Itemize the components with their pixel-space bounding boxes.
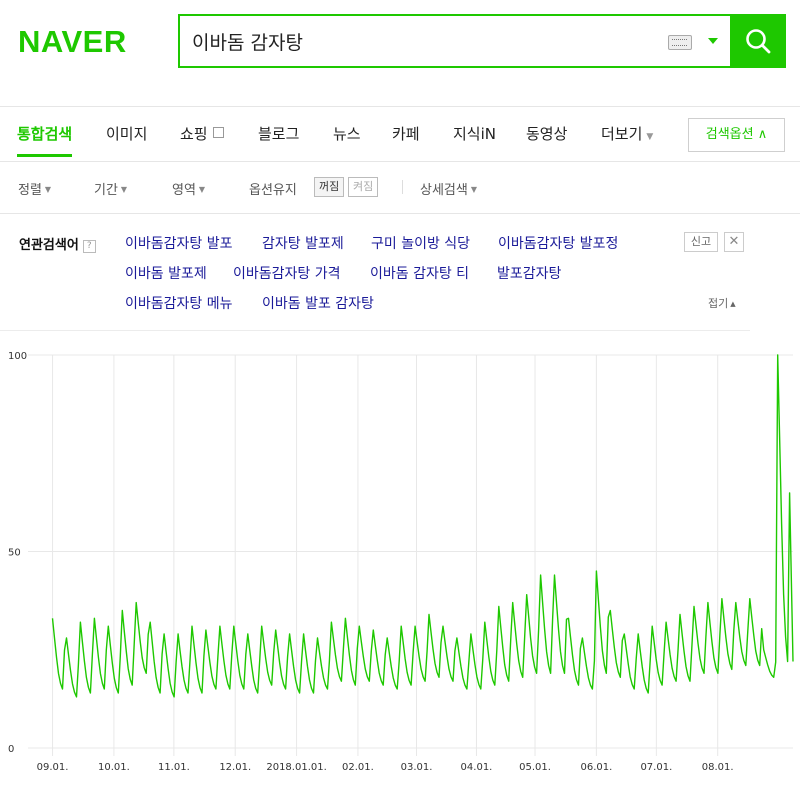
external-link-icon [212, 127, 224, 138]
chevron-down-icon: ▼ [646, 132, 654, 142]
filter-detail[interactable]: 상세검색 ▼ [420, 179, 477, 198]
related-keyword[interactable]: 발포감자탕 [497, 266, 562, 282]
tab-more[interactable]: 더보기 ▼ [601, 123, 653, 144]
fold-label: 접기 [708, 297, 729, 310]
related-keyword[interactable]: 이바돔감자탕 발포정 [498, 236, 619, 252]
tab-cafe[interactable]: 카페 [392, 125, 420, 143]
tab-blog[interactable]: 블로그 [258, 125, 300, 143]
y-tick-label: 50 [8, 548, 21, 559]
search-options-label: 검색옵션 [705, 127, 754, 142]
filter-sort[interactable]: 정렬 ▼ [18, 179, 51, 198]
related-keyword[interactable]: 구미 놀이방 식당 [371, 236, 471, 252]
chart-series-line [51, 354, 794, 698]
keep-options-on-toggle[interactable]: 켜짐 [348, 177, 379, 197]
chevron-up-icon: ▲ [730, 300, 736, 308]
search-box [178, 14, 786, 68]
help-icon[interactable]: ? [82, 240, 96, 253]
x-tick-label: 11.01. [158, 762, 190, 773]
autocomplete-toggle-icon[interactable] [708, 38, 718, 44]
close-related-button[interactable]: ✕ [724, 232, 744, 252]
tab-news[interactable]: 뉴스 [333, 125, 361, 143]
x-axis-ticks: 09.01. 10.01. 11.01. 12.01. 2018.01.01. 02.01… [37, 762, 734, 773]
related-title-text: 연관검색어 [19, 238, 79, 253]
section-divider [0, 330, 750, 331]
related-keyword[interactable]: 이바돔 발포 감자탕 [262, 296, 374, 312]
search-trend-chart: 100 50 0 09.01. 10.01. 11.01. 12.01. 2018.01.0… [8, 351, 794, 773]
filter-bar: 정렬 ▼ 기간 ▼ 영역 ▼ 옵션유지 상세검색 ▼ [0, 162, 800, 214]
close-icon: ✕ [728, 234, 740, 249]
y-tick-label: 100 [8, 351, 27, 362]
chart-gridlines-vertical [52, 355, 719, 756]
search-tabs: 통합검색 이미지 쇼핑 블로그 뉴스 카페 지식iN 동영상 더보기 ▼ [0, 106, 800, 162]
report-button[interactable]: 신고 [684, 232, 718, 252]
x-tick-label: 12.01. [219, 762, 251, 773]
x-tick-label: 06.01. [580, 762, 612, 773]
x-tick-label: 04.01. [461, 762, 493, 773]
chevron-down-icon: ▼ [470, 185, 477, 194]
filter-sort-label: 정렬 [18, 183, 42, 198]
search-button[interactable] [730, 14, 786, 68]
chevron-down-icon: ▼ [120, 185, 128, 194]
tab-kin[interactable]: 지식iN [453, 125, 496, 143]
x-tick-label: 05.01. [519, 762, 551, 773]
chart-gridlines-horizontal [28, 354, 793, 749]
tab-integrated[interactable]: 통합검색 [17, 125, 73, 157]
filter-period[interactable]: 기간 ▼ [94, 179, 127, 198]
keep-options-label: 옵션유지 [249, 183, 297, 198]
search-options-button[interactable]: 검색옵션 ∧ [688, 118, 785, 152]
tab-more-label: 더보기 [601, 125, 643, 143]
search-input[interactable] [192, 24, 652, 58]
related-keyword[interactable]: 이바돔감자탕 가격 [233, 266, 341, 282]
x-tick-label: 07.01. [640, 762, 672, 773]
filter-area-label: 영역 [172, 183, 196, 198]
chevron-down-icon: ▼ [44, 185, 52, 194]
search-icon [746, 29, 771, 54]
related-keyword[interactable]: 이바돔 감자탕 티 [370, 266, 470, 282]
naver-logo[interactable]: NAVER [18, 24, 127, 59]
tab-video[interactable]: 동영상 [526, 125, 568, 143]
y-axis-ticks: 100 50 0 [8, 351, 27, 755]
filter-divider [402, 180, 403, 194]
tab-shopping-label: 쇼핑 [180, 125, 208, 143]
fold-button[interactable]: 접기 ▲ [708, 295, 736, 311]
x-tick-label: 02.01. [342, 762, 374, 773]
chevron-down-icon: ▼ [198, 185, 206, 194]
related-keyword[interactable]: 이바돔 발포제 [125, 266, 207, 282]
related-keyword[interactable]: 감자탕 발포제 [262, 236, 344, 252]
x-tick-label: 09.01. [37, 762, 69, 773]
tab-images[interactable]: 이미지 [106, 125, 148, 143]
related-keyword[interactable]: 이바돔감자탕 메뉴 [125, 296, 233, 312]
related-searches-title: 연관검색어? [19, 234, 96, 253]
filter-detail-label: 상세검색 [420, 183, 468, 198]
tab-shopping[interactable]: 쇼핑 [180, 123, 224, 144]
x-tick-label: 03.01. [401, 762, 433, 773]
filter-period-label: 기간 [94, 183, 118, 198]
x-tick-label: 10.01. [98, 762, 130, 773]
x-tick-label: 2018.01.01. [266, 762, 326, 773]
chevron-up-icon: ∧ [757, 127, 768, 142]
y-tick-label: 0 [8, 744, 14, 755]
keyboard-icon[interactable] [668, 35, 692, 50]
filter-area[interactable]: 영역 ▼ [172, 179, 205, 198]
related-keyword[interactable]: 이바돔감자탕 발포 [125, 236, 233, 252]
x-tick-label: 08.01. [702, 762, 734, 773]
keep-options-off-toggle[interactable]: 꺼짐 [314, 177, 345, 197]
